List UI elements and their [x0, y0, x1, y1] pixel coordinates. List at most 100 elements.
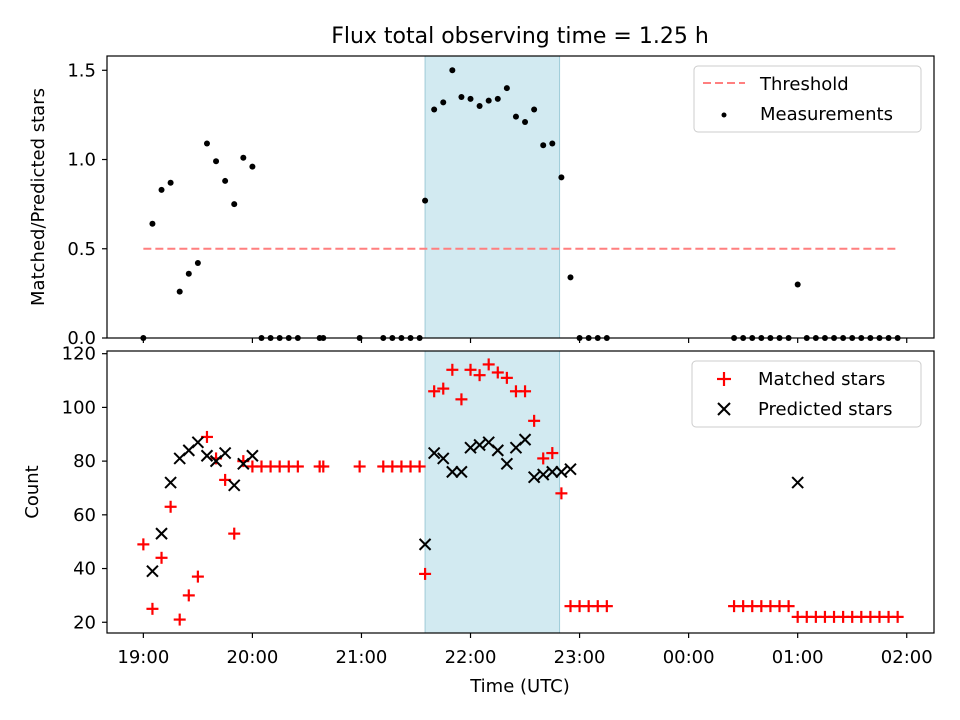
- predicted-marker-b: [437, 452, 450, 465]
- y-tick-label: 20: [73, 612, 96, 633]
- measurement-point: [558, 174, 565, 181]
- predicted-marker-b: [246, 449, 259, 462]
- predicted-marker-b: [491, 444, 504, 457]
- measurement-point: [149, 220, 156, 227]
- predicted-marker-b: [555, 465, 568, 479]
- bottom-shaded-region: [424, 350, 561, 634]
- predicted-marker-b: [564, 462, 577, 476]
- measurement-point: [467, 95, 474, 102]
- measurement-point: [222, 177, 229, 184]
- predicted-legend-label: Predicted stars: [758, 399, 892, 420]
- predicted-marker-b: [455, 465, 468, 479]
- matched-star-point: [419, 567, 432, 580]
- matched-star-point: [446, 363, 459, 376]
- predicted-star-point: [155, 527, 168, 540]
- predicted-star-point: [437, 452, 450, 465]
- measurement-point: [794, 281, 801, 288]
- threshold-legend-label: Threshold: [759, 74, 849, 95]
- bottom-panel: 19:00 20:00 21:00 22:00 23:00 00:00 01:00 02:00…: [22, 344, 935, 697]
- predicted-marker-b: [791, 476, 804, 489]
- matched-star-point: [191, 570, 204, 583]
- measurement-point: [494, 95, 501, 102]
- x-axis-label: Time (UTC): [469, 676, 570, 697]
- predicted-star-point: [791, 476, 804, 489]
- matched-star-point: [891, 610, 904, 623]
- predicted-marker-b: [146, 565, 159, 578]
- measurement-point: [194, 260, 201, 267]
- predicted-star-point: [427, 446, 441, 460]
- predicted-marker-b: [164, 476, 177, 489]
- predicted-marker-b: [191, 436, 205, 449]
- predicted-marker-b: [518, 433, 532, 446]
- measurement-point: [485, 97, 492, 104]
- predicted-marker-b: [200, 449, 214, 462]
- measurement-point: [567, 274, 574, 281]
- predicted-legend-marker: [717, 402, 731, 416]
- chart-title: Flux total observing time = 1.25 h: [331, 24, 709, 49]
- matched-star-point: [473, 369, 486, 382]
- top-y-tick-label: 0.0: [67, 328, 96, 349]
- predicted-star-point: [146, 565, 159, 578]
- predicted-star-point: [527, 471, 541, 484]
- y-tick-label: 100: [62, 397, 96, 418]
- measurement-point: [176, 288, 183, 295]
- x-tick-label: 01:00: [772, 647, 824, 668]
- matched-star-point: [482, 358, 495, 371]
- matched-star-point: [464, 363, 477, 376]
- matched-star-point: [146, 602, 159, 615]
- predicted-marker-b: [482, 436, 495, 449]
- top-legend-box: [693, 65, 922, 133]
- predicted-star-point: [246, 449, 259, 462]
- measurement-point: [440, 99, 447, 106]
- matched-star-point: [455, 393, 468, 406]
- predicted-star-point: [228, 479, 241, 492]
- matched-star-point: [137, 538, 150, 551]
- measurement-point: [449, 67, 456, 74]
- matched-legend-label: Matched stars: [758, 369, 885, 390]
- measurement-point: [240, 154, 247, 161]
- matched-star-point: [173, 613, 186, 626]
- predicted-marker-b: [418, 538, 432, 551]
- top-legend: Threshold Measurements: [693, 65, 922, 133]
- predicted-star-point: [446, 465, 459, 479]
- measurement-point: [476, 102, 483, 109]
- matched-star-point: [428, 385, 441, 398]
- predicted-marker-b: [228, 479, 241, 492]
- y-tick-label: 40: [73, 559, 96, 580]
- top-x-ticks: [142, 338, 908, 343]
- bottom-axes-frame: [106, 350, 935, 634]
- bottom-legend-box: [691, 360, 922, 428]
- matched-star-point: [528, 414, 541, 427]
- top-axes-frame: [106, 55, 935, 339]
- matched-star-point: [537, 452, 550, 465]
- predicted-marker-b: [500, 457, 514, 471]
- predicted-star-point: [564, 462, 577, 476]
- matched-star-point: [546, 447, 559, 460]
- top-y-axis-label: Matched/Predicted stars: [28, 88, 49, 306]
- measurement-point: [531, 106, 538, 113]
- y-tick-label: 80: [73, 451, 96, 472]
- predicted-star-point: [518, 433, 532, 446]
- top-shaded-region: [424, 55, 561, 339]
- x-tick-label: 23:00: [554, 647, 606, 668]
- measurement-point: [431, 106, 438, 113]
- predicted-star-point: [418, 538, 432, 551]
- top-panel: 0.0 0.5 1.0 1.5 Matched/Predicted stars Thr…: [28, 55, 935, 349]
- y-tick-label: 120: [62, 344, 96, 365]
- predicted-star-point: [555, 465, 568, 479]
- top-y-tick-label: 1.5: [67, 60, 96, 81]
- x-tick-label: 19:00: [117, 647, 169, 668]
- predicted-marker-b: [155, 527, 168, 540]
- measurement-point: [158, 186, 165, 193]
- measurements-legend-label: Measurements: [760, 104, 893, 125]
- predicted-star-point: [218, 446, 232, 460]
- predicted-marker-b: [546, 465, 559, 479]
- matched-star-point: [555, 487, 568, 500]
- matched-star-point: [437, 382, 450, 395]
- predicted-star-point: [537, 468, 550, 481]
- predicted-marker-b: [473, 438, 486, 452]
- measurement-point: [422, 197, 429, 204]
- predicted-star-point: [191, 436, 205, 449]
- measurement-point: [540, 142, 547, 149]
